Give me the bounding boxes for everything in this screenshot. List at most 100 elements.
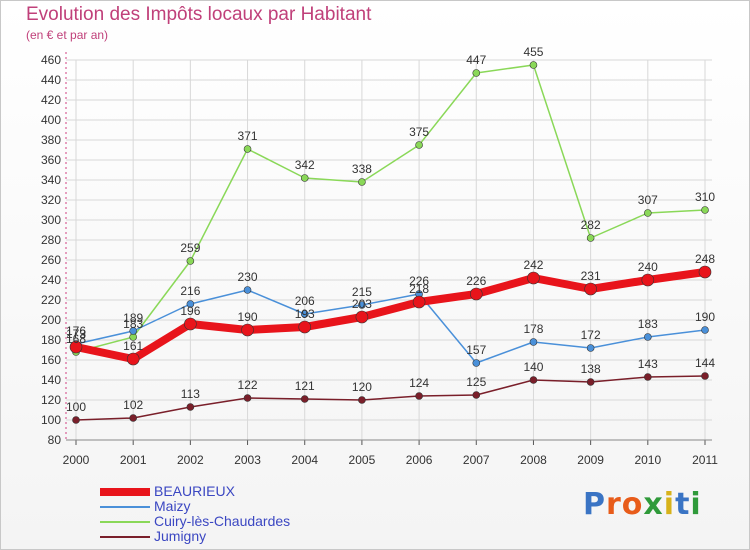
data-point bbox=[586, 378, 595, 386]
data-label: 183 bbox=[638, 317, 658, 331]
data-point bbox=[412, 295, 426, 309]
legend-item: Cuiry-lès-Chaudardes bbox=[100, 513, 400, 529]
logo-letter: P bbox=[583, 487, 606, 522]
data-point bbox=[186, 403, 195, 411]
data-point bbox=[300, 174, 309, 182]
data-label: 196 bbox=[180, 304, 200, 318]
data-label: 183 bbox=[123, 317, 143, 331]
data-label: 242 bbox=[523, 258, 543, 272]
data-label: 226 bbox=[409, 274, 429, 288]
data-point bbox=[644, 333, 652, 341]
data-label: 226 bbox=[466, 274, 486, 288]
data-point bbox=[241, 323, 254, 337]
data-label: 176 bbox=[66, 324, 86, 338]
y-tick-label: 160 bbox=[41, 353, 61, 367]
x-tick-label: 2006 bbox=[406, 453, 433, 467]
y-tick-label: 280 bbox=[41, 233, 61, 247]
x-tick-label: 2005 bbox=[349, 453, 376, 467]
data-label: 190 bbox=[238, 310, 258, 324]
x-tick-label: 2011 bbox=[692, 453, 718, 467]
y-tick-label: 100 bbox=[41, 413, 61, 427]
data-point bbox=[72, 416, 80, 424]
y-tick-label: 260 bbox=[41, 253, 61, 267]
data-point bbox=[358, 396, 366, 404]
data-point bbox=[469, 287, 483, 301]
logo-letter: i bbox=[690, 487, 702, 522]
data-point bbox=[186, 300, 195, 308]
legend-label: Jumigny bbox=[154, 528, 207, 544]
legend-item: Maizy bbox=[100, 498, 400, 514]
data-point bbox=[243, 145, 252, 153]
data-point bbox=[584, 282, 597, 296]
series-line-2 bbox=[75, 64, 706, 353]
x-tick-label: 2003 bbox=[234, 453, 261, 467]
data-point bbox=[129, 414, 137, 422]
data-point bbox=[472, 69, 481, 77]
data-point bbox=[355, 310, 369, 324]
y-tick-label: 240 bbox=[41, 273, 61, 287]
data-point bbox=[529, 61, 538, 69]
x-tick-label: 2009 bbox=[577, 453, 604, 467]
data-point bbox=[358, 178, 366, 186]
data-label: 240 bbox=[638, 260, 658, 274]
data-point bbox=[129, 327, 137, 335]
data-label: 178 bbox=[523, 322, 543, 336]
y-tick-label: 440 bbox=[41, 73, 61, 87]
y-tick-label: 460 bbox=[41, 53, 61, 67]
data-point bbox=[298, 320, 312, 334]
data-label: 218 bbox=[409, 282, 429, 296]
data-point bbox=[529, 338, 538, 346]
data-point bbox=[415, 141, 423, 149]
x-tick-label: 2002 bbox=[177, 453, 204, 467]
data-label: 371 bbox=[238, 129, 258, 143]
data-label: 342 bbox=[295, 158, 315, 172]
data-label: 102 bbox=[123, 398, 143, 412]
data-label: 100 bbox=[66, 400, 86, 414]
series-line-3 bbox=[75, 375, 706, 421]
data-label: 193 bbox=[295, 307, 315, 321]
data-label: 124 bbox=[409, 376, 429, 390]
legend-swatch bbox=[100, 521, 150, 523]
data-label: 140 bbox=[523, 360, 543, 374]
data-point bbox=[527, 271, 540, 285]
legend-item: Jumigny bbox=[100, 528, 400, 544]
data-point bbox=[586, 344, 595, 352]
y-tick-label: 140 bbox=[41, 373, 61, 387]
data-label: 282 bbox=[581, 218, 601, 232]
data-label: 307 bbox=[638, 193, 658, 207]
data-point bbox=[701, 206, 709, 214]
data-point bbox=[186, 257, 195, 265]
data-point bbox=[529, 376, 538, 384]
y-tick-label: 80 bbox=[48, 433, 62, 447]
y-tick-label: 340 bbox=[41, 173, 61, 187]
data-label: 203 bbox=[352, 297, 372, 311]
y-tick-label: 180 bbox=[41, 333, 61, 347]
data-point bbox=[243, 286, 252, 294]
data-label: 125 bbox=[466, 375, 486, 389]
legend-label: Maizy bbox=[154, 498, 191, 514]
legend-swatch bbox=[100, 536, 150, 538]
data-point bbox=[243, 394, 252, 402]
data-label: 144 bbox=[695, 356, 715, 370]
proxiti-logo: Proxiti bbox=[583, 487, 702, 522]
data-point bbox=[300, 310, 309, 318]
data-point bbox=[472, 391, 481, 399]
y-tick-label: 360 bbox=[41, 153, 61, 167]
y-tick-label: 300 bbox=[41, 213, 61, 227]
chart-legend: BEAURIEUX Maizy Cuiry-lès-Chaudardes Jumign… bbox=[100, 483, 400, 544]
data-label: 215 bbox=[352, 285, 372, 299]
chart-title: Evolution des Impôts locaux par Habitant bbox=[26, 4, 372, 25]
data-label: 161 bbox=[123, 339, 143, 353]
data-label: 168 bbox=[66, 332, 86, 346]
data-label: 206 bbox=[295, 294, 315, 308]
data-label: 138 bbox=[581, 362, 601, 376]
data-point bbox=[69, 340, 83, 354]
logo-letter: i bbox=[663, 487, 676, 522]
chart-subtitle: (en € et par an) bbox=[26, 28, 109, 42]
data-label: 190 bbox=[695, 310, 715, 324]
data-label: 447 bbox=[466, 53, 486, 67]
logo-letter: t bbox=[675, 487, 691, 522]
y-tick-label: 380 bbox=[41, 133, 61, 147]
